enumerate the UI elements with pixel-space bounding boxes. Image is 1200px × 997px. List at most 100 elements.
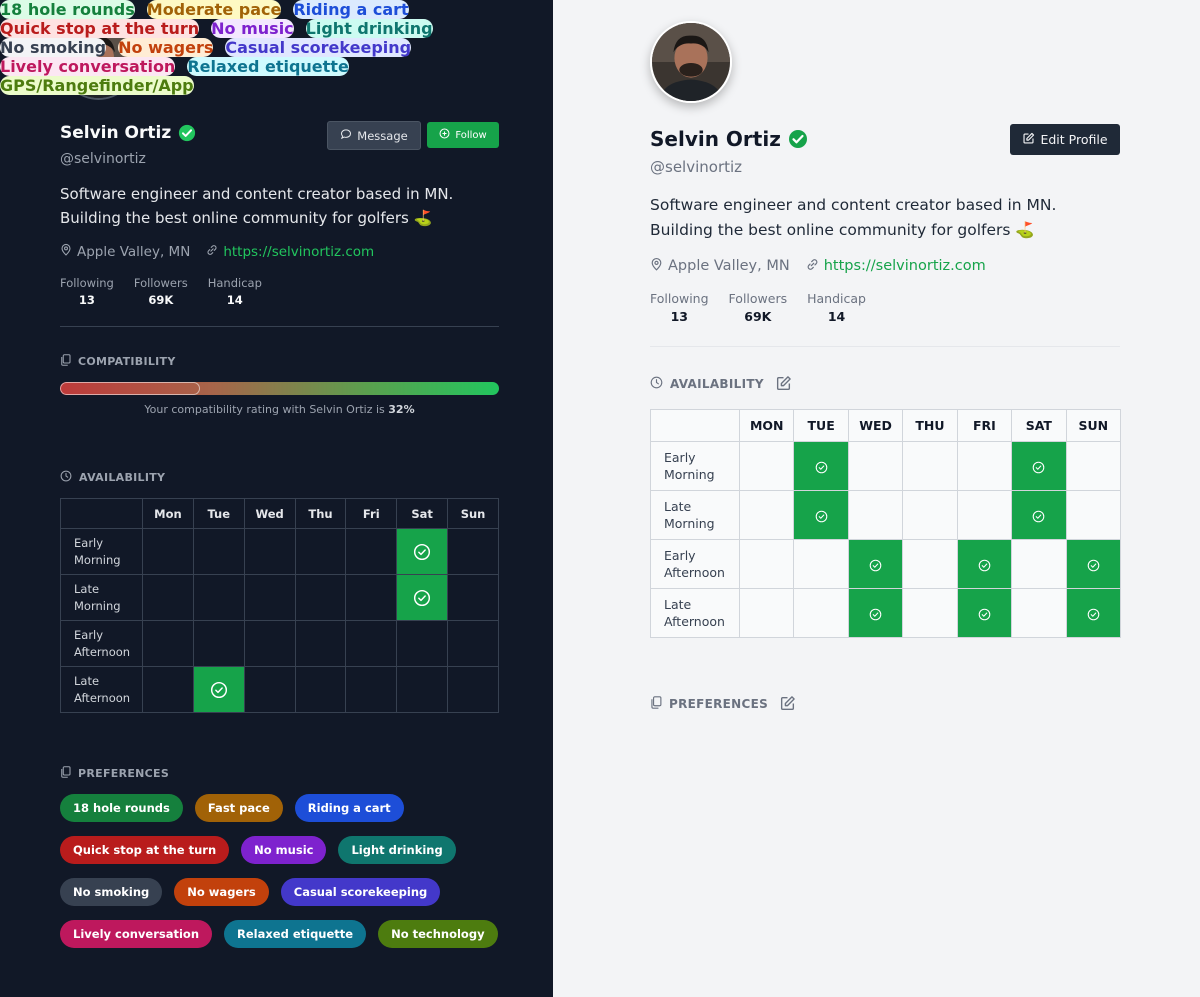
availability-cell[interactable]: [294, 666, 347, 713]
availability-cell[interactable]: [902, 588, 958, 638]
website: https://selvinortiz.com: [206, 244, 374, 260]
availability-cell[interactable]: [1011, 539, 1067, 589]
website-link[interactable]: https://selvinortiz.com: [223, 243, 375, 260]
availability-cell[interactable]: [345, 666, 398, 713]
availability-cell[interactable]: [847, 490, 904, 540]
availability-cell[interactable]: [294, 574, 347, 621]
preference-chip: Relaxed etiquette: [224, 920, 367, 948]
availability-cell[interactable]: [192, 620, 245, 667]
chip-row: Quick stop at the turn No music Light drin…: [60, 836, 498, 864]
availability-cell[interactable]: [902, 490, 958, 540]
availability-cell[interactable]: [142, 666, 194, 713]
availability-cell[interactable]: [956, 490, 1013, 540]
availability-cell-available[interactable]: [956, 588, 1013, 638]
chip-row: No smoking No wagers Casual scorekeeping: [60, 878, 498, 906]
edit-profile-button[interactable]: Edit Profile: [1010, 124, 1120, 155]
stat-followers[interactable]: Followers 69K: [729, 291, 788, 324]
availability-cell[interactable]: [738, 539, 795, 589]
availability-cell-available[interactable]: [793, 490, 849, 540]
location-text: Apple Valley, MN: [77, 243, 191, 260]
profile-stats: Following 13 Followers 69K Handicap 14: [60, 276, 262, 307]
availability-cell[interactable]: [1065, 441, 1122, 491]
availability-cell[interactable]: [142, 528, 194, 575]
availability-cell[interactable]: [738, 588, 795, 638]
availability-cell[interactable]: [447, 666, 499, 713]
message-button[interactable]: Message: [327, 121, 421, 150]
availability-cell[interactable]: [192, 528, 245, 575]
location: Apple Valley, MN: [650, 257, 790, 275]
availability-cell-available[interactable]: [192, 666, 245, 713]
availability-cell-available[interactable]: [1065, 588, 1122, 638]
availability-cell[interactable]: [447, 620, 499, 667]
stat-value: 14: [226, 293, 243, 307]
edit-profile-label: Edit Profile: [1040, 132, 1108, 147]
preferences-header: PREFERENCES: [60, 766, 169, 781]
availability-cell[interactable]: [142, 620, 194, 667]
availability-cell-available[interactable]: [1011, 490, 1067, 540]
availability-cell[interactable]: [345, 528, 398, 575]
day-header: Sun: [447, 498, 499, 529]
preference-chip: GPS/Rangefinder/App: [0, 76, 194, 95]
preference-chip: Light drinking: [338, 836, 456, 864]
availability-cell[interactable]: [243, 574, 296, 621]
availability-cell[interactable]: [902, 539, 958, 589]
availability-cell[interactable]: [1011, 588, 1067, 638]
availability-cell-available[interactable]: [793, 441, 849, 491]
preference-chip: Quick stop at the turn: [60, 836, 230, 864]
stat-label: Handicap: [807, 291, 866, 306]
availability-cell[interactable]: [447, 528, 499, 575]
profile-name: Selvin Ortiz: [60, 123, 172, 143]
availability-cell[interactable]: [142, 574, 194, 621]
follow-button[interactable]: Follow: [427, 122, 499, 148]
availability-cell[interactable]: [447, 574, 499, 621]
time-slot-label: Late Afternoon: [60, 666, 143, 713]
preference-chip: No smoking: [60, 878, 163, 906]
availability-cell-available[interactable]: [1065, 539, 1122, 589]
avatar[interactable]: [650, 21, 732, 103]
availability-cell[interactable]: [396, 620, 449, 667]
availability-cell[interactable]: [793, 588, 849, 638]
availability-cell[interactable]: [243, 620, 296, 667]
availability-cell-available[interactable]: [396, 528, 449, 575]
availability-cell-available[interactable]: [847, 588, 904, 638]
availability-cell[interactable]: [243, 528, 296, 575]
availability-cell[interactable]: [956, 441, 1013, 491]
clock-icon: [60, 470, 72, 485]
availability-cell[interactable]: [243, 666, 296, 713]
availability-cell-available[interactable]: [396, 574, 449, 621]
availability-cell[interactable]: [1065, 490, 1122, 540]
availability-cell-available[interactable]: [1011, 441, 1067, 491]
availability-row: Early Morning: [60, 528, 499, 575]
time-slot-label: Late Morning: [60, 574, 143, 621]
profile-handle: @selvinortiz: [60, 151, 146, 167]
availability-cell[interactable]: [738, 490, 795, 540]
availability-cell[interactable]: [345, 574, 398, 621]
stat-following[interactable]: Following 13: [60, 276, 114, 307]
availability-cell[interactable]: [294, 620, 347, 667]
stat-following[interactable]: Following 13: [650, 291, 709, 324]
stat-handicap: Handicap 14: [208, 276, 262, 307]
header-corner: [60, 498, 143, 529]
availability-cell[interactable]: [847, 441, 904, 491]
availability-cell[interactable]: [793, 539, 849, 589]
availability-cell[interactable]: [294, 528, 347, 575]
website-link[interactable]: https://selvinortiz.com: [823, 258, 986, 274]
edit-availability-icon[interactable]: [775, 375, 792, 392]
time-slot-label-line2: Afternoon: [74, 644, 131, 659]
compatibility-text: Your compatibility rating with Selvin Or…: [60, 403, 499, 416]
availability-cell[interactable]: [738, 441, 795, 491]
location-text: Apple Valley, MN: [668, 258, 790, 274]
edit-preferences-icon[interactable]: [779, 695, 796, 712]
preference-chip: Lively conversation: [60, 920, 213, 948]
stat-followers[interactable]: Followers 69K: [134, 276, 188, 307]
availability-cell[interactable]: [396, 666, 449, 713]
day-header: SUN: [1065, 409, 1122, 442]
availability-cell[interactable]: [345, 620, 398, 667]
preferences-header: PREFERENCES: [650, 695, 796, 712]
time-slot-label-line1: Late: [74, 674, 100, 689]
availability-cell[interactable]: [902, 441, 958, 491]
availability-cell[interactable]: [192, 574, 245, 621]
availability-cell-available[interactable]: [847, 539, 904, 589]
stat-value: 69K: [744, 309, 772, 324]
availability-cell-available[interactable]: [956, 539, 1013, 589]
